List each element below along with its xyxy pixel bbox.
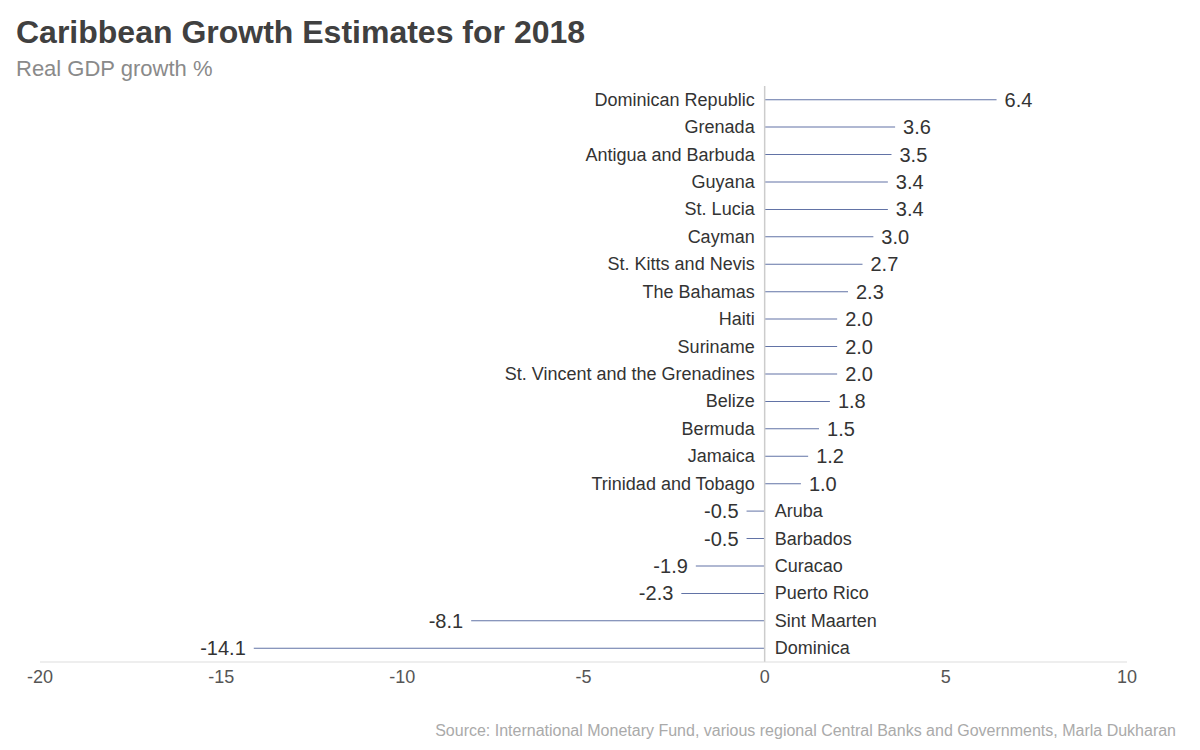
svg-text:St. Lucia: St. Lucia bbox=[685, 199, 756, 219]
svg-text:Barbados: Barbados bbox=[775, 529, 852, 549]
svg-text:-2.3: -2.3 bbox=[639, 582, 673, 604]
svg-text:Trinidad and Tobago: Trinidad and Tobago bbox=[592, 474, 755, 494]
svg-text:Sint Maarten: Sint Maarten bbox=[775, 611, 877, 631]
svg-text:2.7: 2.7 bbox=[870, 253, 898, 275]
svg-text:2.0: 2.0 bbox=[845, 308, 873, 330]
svg-text:2.0: 2.0 bbox=[845, 363, 873, 385]
svg-text:Haiti: Haiti bbox=[719, 309, 755, 329]
svg-text:2.3: 2.3 bbox=[856, 281, 884, 303]
svg-text:-0.5: -0.5 bbox=[704, 500, 738, 522]
svg-text:3.0: 3.0 bbox=[881, 226, 909, 248]
svg-text:2.0: 2.0 bbox=[845, 336, 873, 358]
svg-text:6.4: 6.4 bbox=[1005, 89, 1033, 111]
svg-text:3.5: 3.5 bbox=[899, 144, 927, 166]
svg-text:5: 5 bbox=[941, 667, 951, 687]
svg-text:Cayman: Cayman bbox=[688, 227, 755, 247]
svg-text:-0.5: -0.5 bbox=[704, 528, 738, 550]
html-text:Real GDP growth %: Real GDP growth % bbox=[16, 56, 213, 81]
svg-text:The Bahamas: The Bahamas bbox=[643, 282, 755, 302]
svg-text:-10: -10 bbox=[389, 667, 415, 687]
svg-text:Curacao: Curacao bbox=[775, 556, 843, 576]
svg-text:Aruba: Aruba bbox=[775, 501, 824, 521]
svg-text:Suriname: Suriname bbox=[678, 337, 755, 357]
svg-text:Dominican Republic: Dominican Republic bbox=[595, 90, 755, 110]
svg-text:Belize: Belize bbox=[706, 391, 755, 411]
svg-text:-15: -15 bbox=[208, 667, 234, 687]
svg-text:Dominica: Dominica bbox=[775, 638, 851, 658]
svg-text:1.8: 1.8 bbox=[838, 390, 866, 412]
svg-text:St. Kitts and Nevis: St. Kitts and Nevis bbox=[608, 254, 755, 274]
svg-text:Guyana: Guyana bbox=[692, 172, 756, 192]
svg-text:10: 10 bbox=[1117, 667, 1137, 687]
svg-text:Bermuda: Bermuda bbox=[682, 419, 756, 439]
svg-text:-5: -5 bbox=[575, 667, 591, 687]
svg-text:-14.1: -14.1 bbox=[200, 637, 246, 659]
svg-text:1.5: 1.5 bbox=[827, 418, 855, 440]
html-text:Caribbean Growth Estimates for: Caribbean Growth Estimates for 2018 bbox=[16, 14, 586, 50]
svg-text:-20: -20 bbox=[27, 667, 53, 687]
svg-text:-8.1: -8.1 bbox=[429, 610, 463, 632]
svg-text:Puerto Rico: Puerto Rico bbox=[775, 583, 869, 603]
svg-text:Jamaica: Jamaica bbox=[688, 446, 756, 466]
html-text:Source: International Monetary: Source: International Monetary Fund, var… bbox=[435, 722, 1176, 739]
svg-text:Grenada: Grenada bbox=[685, 117, 756, 137]
svg-text:3.4: 3.4 bbox=[896, 198, 924, 220]
svg-text:0: 0 bbox=[760, 667, 770, 687]
svg-text:-1.9: -1.9 bbox=[653, 555, 687, 577]
svg-text:3.6: 3.6 bbox=[903, 116, 931, 138]
svg-text:St. Vincent and the Grenadines: St. Vincent and the Grenadines bbox=[505, 364, 755, 384]
svg-text:1.0: 1.0 bbox=[809, 473, 837, 495]
svg-text:Antigua and Barbuda: Antigua and Barbuda bbox=[586, 145, 756, 165]
svg-text:1.2: 1.2 bbox=[816, 445, 844, 467]
svg-text:3.4: 3.4 bbox=[896, 171, 924, 193]
